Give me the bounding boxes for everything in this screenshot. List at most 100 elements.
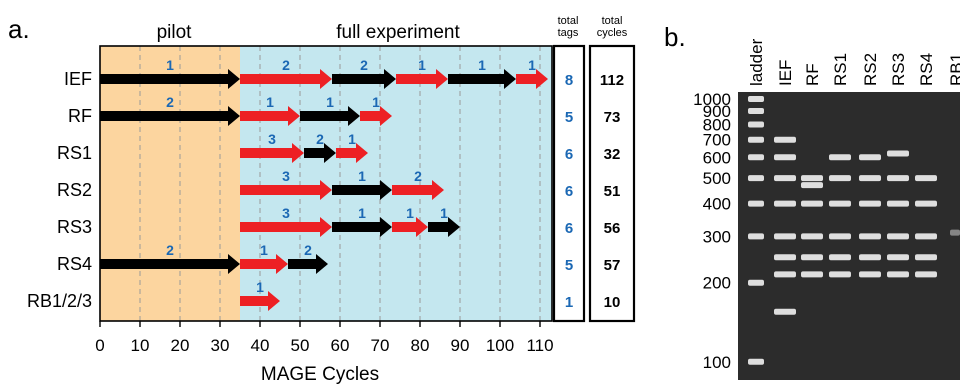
row-name: RB1/2/3	[27, 291, 92, 311]
arrow-tag-count: 3	[282, 205, 290, 221]
cycle-arrow-red	[240, 143, 304, 163]
pilot-label: pilot	[157, 22, 193, 43]
gel-band	[887, 200, 909, 207]
size-marker-label: 200	[703, 274, 731, 293]
gel-band	[859, 271, 881, 278]
gel-lane-label: RS4	[917, 53, 936, 86]
gel-lane-label: IEF	[776, 60, 795, 86]
gel-lane-label: RS1	[831, 53, 850, 86]
gel-band	[774, 200, 796, 207]
gel-band	[887, 150, 909, 157]
x-tick-label: 60	[331, 336, 350, 355]
arrow-tag-count: 1	[358, 205, 366, 221]
x-axis-label: MAGE Cycles	[261, 364, 379, 385]
size-marker-label: 1000	[693, 90, 731, 109]
gel-band	[774, 254, 796, 261]
gel-band	[950, 229, 960, 236]
total-tags-box	[552, 44, 586, 323]
cycle-arrow-red	[392, 217, 428, 237]
x-tick-label: 30	[211, 336, 230, 355]
total-tags-value: 1	[565, 294, 573, 311]
x-tick-label: 70	[371, 336, 390, 355]
total-tags-value: 8	[565, 72, 573, 89]
gel-band	[774, 154, 796, 161]
arrow-tag-count: 2	[360, 57, 368, 73]
gel-band	[748, 136, 764, 143]
total-cycles-box	[588, 44, 636, 323]
gel-band	[915, 271, 937, 278]
cycle-arrow-black	[448, 69, 516, 89]
arrow-tag-count: 2	[166, 242, 174, 258]
x-tick-label: 40	[251, 336, 270, 355]
size-marker-label: 500	[703, 169, 731, 188]
cycle-arrow-black	[332, 69, 396, 89]
cycle-arrow-red	[240, 254, 288, 274]
arrow-tag-count: 1	[372, 94, 380, 110]
arrow-tag-count: 2	[282, 57, 290, 73]
cycle-arrow-red	[336, 143, 368, 163]
cycle-arrow-red	[240, 217, 332, 237]
gel-band	[774, 308, 796, 315]
plot-frame	[99, 45, 553, 322]
gel-band	[859, 233, 881, 240]
gridlines	[139, 46, 541, 321]
cycle-arrow-black	[100, 254, 240, 274]
cycle-arrow-red	[240, 291, 280, 311]
arrow-tag-count: 1	[478, 57, 486, 73]
total-cycles-value: 51	[604, 183, 621, 200]
gel-band	[859, 254, 881, 261]
x-tick-label: 110	[526, 336, 553, 355]
panel-a: a. pilot full experiment IEF RF RS1 RS2 RS3 R…	[8, 14, 636, 385]
row-names: IEF RF RS1 RS2 RS3 RS4 RB1/2/3	[27, 69, 92, 311]
x-tick-label: 90	[451, 336, 470, 355]
cycle-arrow-black	[304, 143, 336, 163]
gel-lane-label: RS2	[861, 53, 880, 86]
cycle-arrow-red	[360, 106, 392, 126]
cycle-arrow-red	[516, 69, 548, 89]
panel-b-letter: b.	[664, 22, 686, 52]
gel-band	[774, 271, 796, 278]
arrow-tag-count: 2	[304, 242, 312, 258]
total-tags-header-line1: total	[558, 15, 579, 27]
cycle-arrow-black	[288, 254, 328, 274]
cycle-arrow-red	[240, 180, 332, 200]
gel-band	[829, 254, 851, 261]
gel-band	[801, 254, 823, 261]
gel-band	[748, 108, 764, 115]
gel-band	[859, 154, 881, 161]
total-cycles-value: 10	[604, 294, 621, 311]
panel-b: b. ladder IEF RF RS1 RS2 RS3 RS4 RB1 1000900800…	[664, 22, 960, 380]
arrow-tag-count: 1	[406, 205, 414, 221]
gel-band	[748, 121, 764, 128]
gel-band	[801, 233, 823, 240]
gel-band	[859, 200, 881, 207]
gel-band	[748, 96, 764, 102]
total-cycles-value: 73	[604, 109, 621, 126]
row-name: RS2	[57, 180, 92, 200]
gel-band	[829, 175, 851, 182]
total-tags-value: 6	[565, 146, 573, 163]
gel-lane-label: RS3	[889, 53, 908, 86]
gel-band	[915, 175, 937, 182]
row-name: RS4	[57, 254, 92, 274]
cycle-arrow-black	[300, 106, 360, 126]
x-tick-label: 20	[171, 336, 190, 355]
size-marker-label: 100	[703, 353, 731, 372]
full-experiment-label: full experiment	[336, 22, 460, 43]
size-marker-label: 300	[703, 227, 731, 246]
size-marker-label: 600	[703, 148, 731, 167]
size-marker-label: 700	[703, 131, 731, 150]
size-marker-label: 400	[703, 195, 731, 214]
arrow-tag-count: 1	[348, 131, 356, 147]
total-tags-header-line2: tags	[558, 27, 579, 39]
gel-band	[774, 136, 796, 143]
gel-band	[915, 233, 937, 240]
gel-band	[801, 271, 823, 278]
lane-labels: ladder IEF RF RS1 RS2 RS3 RS4 RB1	[747, 38, 960, 86]
cycle-arrow-black	[100, 69, 240, 89]
gel-band	[774, 175, 796, 182]
arrow-tag-count: 1	[260, 242, 268, 258]
total-tags-value: 5	[565, 109, 573, 126]
